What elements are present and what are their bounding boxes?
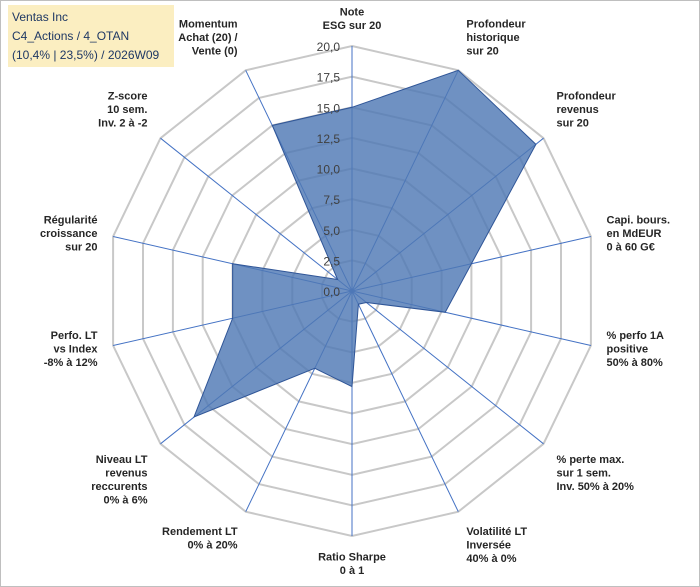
tick-label: 15,0: [317, 101, 341, 115]
axis-label-line: Achat (20) /: [178, 32, 237, 44]
axis-label: % perfo 1A positive 50% à 80%: [607, 330, 665, 369]
axis-label-line: 50% à 80%: [607, 357, 663, 369]
axis-label: Niveau LT revenus reccurents 0% à 6%: [91, 454, 148, 507]
tick-label: 7,5: [323, 193, 340, 207]
portfolio-label: C4_Actions / 4_OTAN: [12, 29, 130, 43]
tick-label: 20,0: [317, 40, 341, 54]
axis-label-line: 0 à 1: [340, 565, 364, 577]
axis-label-line: Rendement LT: [162, 526, 238, 538]
axis-label: Régularité croissance sur 20: [40, 215, 97, 254]
axis-label: Rendement LT 0% à 20%: [162, 526, 238, 552]
axis-label-line: Profondeur: [557, 91, 617, 103]
tick-label: 2,5: [323, 254, 340, 268]
axis-spoke: [351, 290, 544, 445]
axis-label-line: 10 sem.: [107, 104, 147, 116]
axis-label-line: vs Index: [53, 343, 98, 355]
axis-label-line: revenus: [557, 104, 599, 116]
stats-label: (10,4% | 23,5%) / 2026W09: [12, 48, 160, 62]
axis-label-line: % perfo 1A: [607, 330, 665, 342]
axis-label-line: 0% à 6%: [103, 495, 147, 507]
axis-label-line: sur 1 sem.: [557, 468, 611, 480]
tick-label: 5,0: [323, 224, 340, 238]
data-series-area: [193, 69, 537, 418]
tick-label: 17,5: [317, 71, 341, 85]
axis-label-line: Inv. 50% à 20%: [557, 481, 635, 493]
axis-label-line: Momentum: [179, 19, 238, 31]
axis-label-line: ESG sur 20: [323, 20, 382, 32]
axis-label-line: positive: [607, 343, 649, 355]
axis-label: % perte max. sur 1 sem. Inv. 50% à 20%: [557, 454, 635, 493]
axis-label-line: Ratio Sharpe: [318, 552, 386, 564]
axis-label-line: Perfo. LT: [51, 330, 98, 342]
axis-label-line: Capi. bours.: [607, 215, 671, 227]
axis-label: Volatilité LT Inversée 40% à 0%: [466, 526, 527, 565]
axis-label: Capi. bours. en MdEUR 0 à 60 G€: [607, 215, 671, 254]
axis-spoke: [351, 290, 459, 512]
axis-label-line: Régularité: [44, 215, 98, 227]
axis-label: Ratio Sharpe 0 à 1: [318, 552, 386, 578]
axis-label-line: historique: [466, 32, 519, 44]
tick-label: 10,0: [317, 163, 341, 177]
axis-label: Z-score 10 sem. Inv. 2 à -2: [98, 91, 147, 130]
axis-label-line: sur 20: [557, 118, 589, 130]
axis-label-line: en MdEUR: [607, 228, 662, 240]
axis-label-line: Inversée: [466, 539, 511, 551]
axis-label-line: sur 20: [466, 46, 498, 58]
tick-label: 0,0: [323, 285, 340, 299]
axis-label: Perfo. LT vs Index -8% à 12%: [44, 330, 99, 369]
company-name: Ventas Inc: [12, 10, 69, 24]
axis-label-line: Z-score: [108, 91, 148, 103]
axis-label-line: 40% à 0%: [466, 553, 516, 565]
axis-label-line: Volatilité LT: [466, 526, 527, 538]
axis-label-line: revenus: [105, 468, 147, 480]
axis-label-line: reccurents: [91, 481, 147, 493]
axis-label-line: Vente (0): [192, 46, 238, 58]
axis-label-line: Inv. 2 à -2: [98, 118, 147, 130]
axis-label-line: % perte max.: [557, 454, 625, 466]
axis-label: Momentum Achat (20) / Vente (0): [178, 19, 238, 58]
tick-label: 12,5: [317, 132, 341, 146]
axis-label: Profondeur revenus sur 20: [557, 91, 617, 130]
axis-label-line: 0% à 20%: [187, 539, 237, 551]
info-box: Ventas Inc C4_Actions / 4_OTAN (10,4% | …: [8, 5, 174, 67]
axis-label-line: Niveau LT: [96, 454, 148, 466]
axis-label-line: Profondeur: [466, 19, 526, 31]
axis-label: Note ESG sur 20: [323, 7, 382, 33]
axis-label: Profondeur historique sur 20: [466, 19, 526, 58]
axis-label-line: sur 20: [65, 242, 97, 254]
axis-label-line: 0 à 60 G€: [607, 242, 655, 254]
axis-label-line: Note: [340, 7, 364, 19]
axis-spoke: [160, 137, 353, 292]
axis-label-line: -8% à 12%: [44, 357, 98, 369]
axis-label-line: croissance: [40, 228, 97, 240]
